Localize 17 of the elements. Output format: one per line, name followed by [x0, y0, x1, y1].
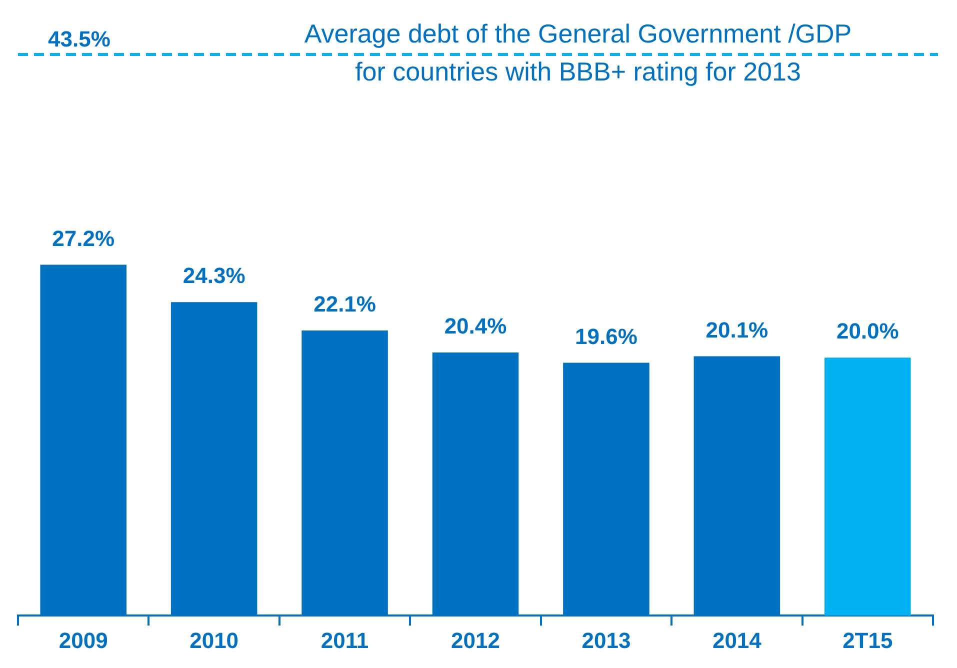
x-tick-label: 2013: [582, 628, 631, 653]
x-tick-label: 2010: [190, 628, 239, 653]
x-tick-label: 2014: [712, 628, 762, 653]
x-tick-label: 2T15: [842, 628, 893, 653]
x-tick-label: 2012: [451, 628, 500, 653]
ref-line-label: Average debt of the General Government /GDP for countries with BBB+ rating for 2013: [304, 18, 852, 87]
bar: [824, 358, 911, 616]
x-tick-label: 2011: [320, 628, 369, 653]
annotation: 43.5%: [48, 26, 110, 52]
data-label: 20.0%: [836, 318, 899, 344]
data-label: 27.2%: [52, 226, 115, 251]
data-label: 19.6%: [575, 324, 638, 349]
data-label: 22.1%: [314, 292, 376, 317]
x-tick-label: 2009: [58, 628, 108, 653]
data-label: 20.4%: [444, 314, 507, 339]
data-label: 24.3%: [182, 263, 246, 288]
data-label: 20.1%: [706, 317, 768, 342]
